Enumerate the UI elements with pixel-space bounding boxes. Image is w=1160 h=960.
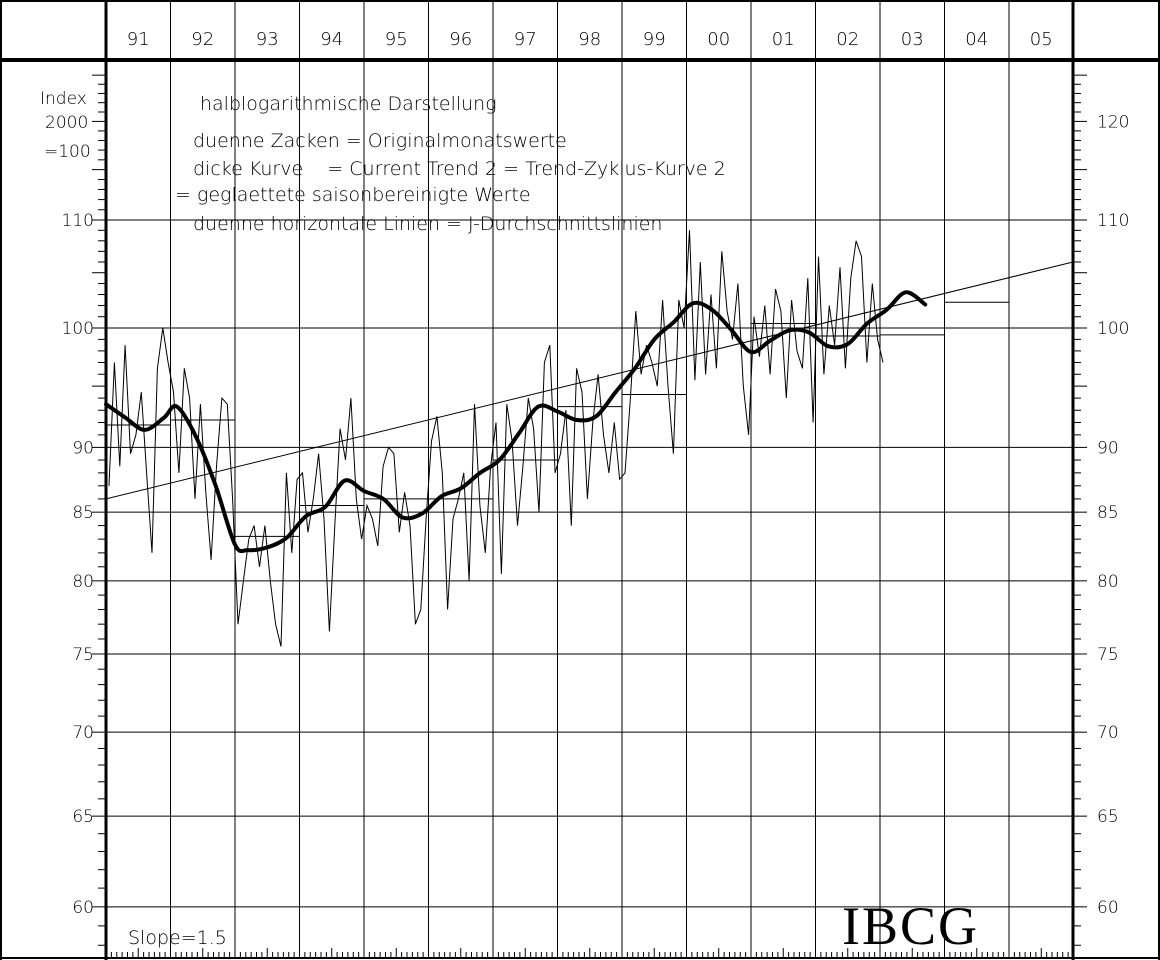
year-label: 99: [643, 29, 666, 50]
monthly-series: [108, 230, 884, 647]
note-monthly: duenne Zacken = Originalmonatswerte: [193, 130, 567, 152]
y-axis-label-line-1: Index: [40, 89, 87, 109]
right-tick-label: 80: [1097, 572, 1119, 592]
year-gridlines: [170, 0, 1010, 958]
note-averages: duenne horizontale Linien = J-Durchschni…: [193, 213, 662, 235]
right-tick-label: 90: [1097, 438, 1119, 458]
trend-cycle-path: [104, 290, 928, 554]
left-tick-label: 70: [72, 723, 94, 743]
year-label: 95: [385, 29, 408, 50]
slope-label: Slope=1.5: [128, 927, 227, 949]
right-tick-label: 65: [1097, 807, 1119, 827]
left-tick-labels: 60 65 70 75 80 85 90 100 110: [62, 211, 94, 918]
left-tick-label: 65: [72, 807, 94, 827]
right-tick-label: 85: [1097, 503, 1119, 523]
year-label: 01: [772, 29, 795, 50]
year-label: 93: [256, 29, 279, 50]
year-label: 04: [965, 29, 988, 50]
left-tick-label: 60: [72, 898, 94, 918]
side-ticks: [92, 74, 1087, 946]
right-tick-label: 120: [1097, 112, 1129, 132]
note-smoothed: = geglaettete saisonbereinigte Werte: [175, 184, 531, 206]
left-tick-label: 100: [62, 319, 94, 339]
y-axis-label-line-3: =100: [44, 142, 91, 162]
value-gridlines: [106, 219, 1073, 908]
note-trend: dicke Kurve = Current Trend 2 = Trend-Zy…: [193, 158, 726, 180]
ibcg-logo: IBCG: [842, 896, 979, 956]
year-label: 00: [707, 29, 730, 50]
year-label: 94: [320, 29, 343, 50]
year-label: 03: [901, 29, 924, 50]
year-label: 91: [127, 29, 150, 50]
notes: halblogarithmische Darstellung duenne Za…: [175, 93, 726, 235]
year-label: 98: [578, 29, 601, 50]
right-tick-label: 70: [1097, 723, 1119, 743]
year-label: 92: [191, 29, 214, 50]
right-tick-label: 110: [1097, 211, 1129, 231]
trend-cycle-curve: [104, 290, 928, 554]
left-tick-label: 75: [72, 645, 94, 665]
left-tick-label: 80: [72, 572, 94, 592]
year-label: 96: [449, 29, 472, 50]
right-tick-label: 60: [1097, 898, 1119, 918]
y-axis-label-line-2: 2000: [45, 113, 88, 133]
trend-line-path: [105, 261, 1074, 500]
bottom-ticks: [105, 948, 1074, 958]
right-tick-label: 75: [1097, 645, 1119, 665]
year-label: 97: [514, 29, 537, 50]
left-tick-label: 90: [72, 438, 94, 458]
axis-label: Index 2000 =100: [40, 89, 91, 162]
monthly-line: [108, 230, 884, 647]
right-tick-labels: 60 65 70 75 80 85 90 100 110 120: [1097, 112, 1129, 917]
trend-line: [105, 261, 1074, 500]
year-labels: 91 92 93 94 95 96 97 98 99 00 01 02 03 04 05: [127, 29, 1053, 50]
left-tick-label: 110: [62, 211, 94, 231]
year-label: 05: [1030, 29, 1053, 50]
note-scale: halblogarithmische Darstellung: [200, 93, 497, 115]
right-tick-label: 100: [1097, 319, 1129, 339]
left-tick-label: 85: [72, 503, 94, 523]
year-label: 02: [836, 29, 859, 50]
